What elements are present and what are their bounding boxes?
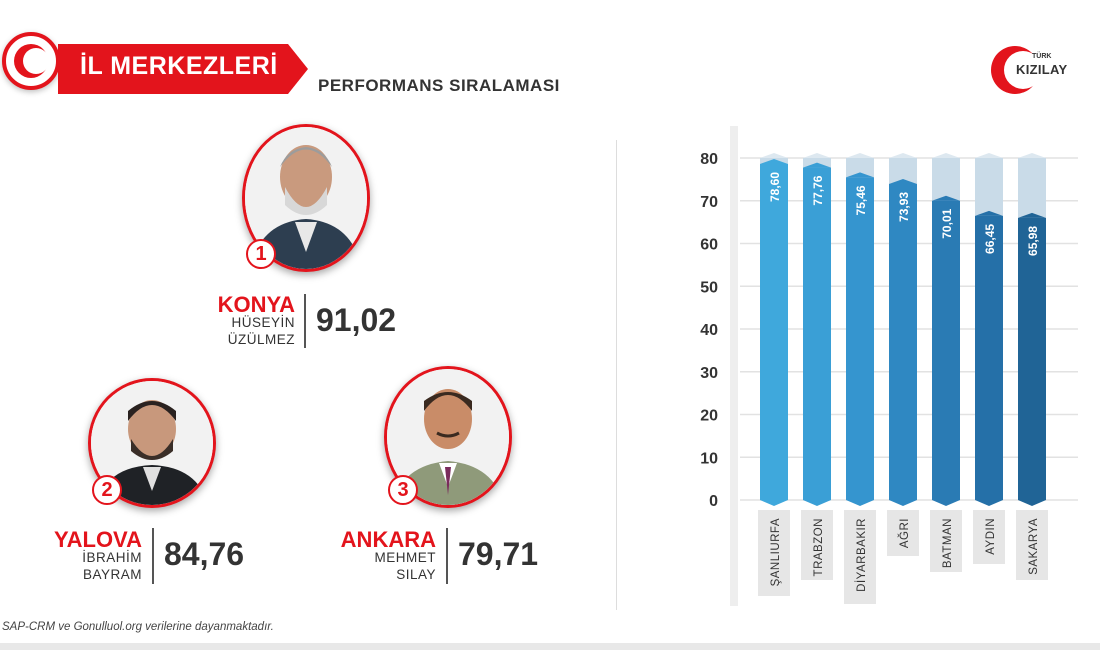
rank-badge: 1 bbox=[246, 239, 276, 269]
y-tick-label: 50 bbox=[700, 279, 718, 296]
data-label: 70,01 bbox=[940, 208, 954, 238]
bar bbox=[803, 167, 831, 501]
person-last-name: ÜZÜLMEZ bbox=[227, 332, 295, 347]
data-label: 78,60 bbox=[768, 172, 782, 202]
city-name: KONYA bbox=[217, 292, 295, 317]
bar-bottom-cap bbox=[760, 500, 788, 506]
crescent-icon bbox=[14, 44, 49, 78]
bar-cap bbox=[803, 162, 831, 168]
bar-cap bbox=[975, 210, 1003, 216]
category-strip bbox=[973, 510, 1005, 564]
category-label: AYDIN bbox=[985, 518, 997, 555]
bar bbox=[760, 163, 788, 501]
bar-cap bbox=[932, 195, 960, 201]
banner-title: İL MERKEZLERİ bbox=[80, 52, 278, 80]
score-value: 91,02 bbox=[316, 302, 397, 338]
category-label: ŞANLIURFA bbox=[770, 518, 782, 586]
category-strip bbox=[758, 510, 790, 596]
brand-top-text: TÜRK bbox=[1032, 53, 1052, 60]
performance-bar-chart: 0 10 20 30 40 50 60 70 80 78,60 ŞANLIURFA 77,76 TRAB… bbox=[700, 126, 1078, 606]
y-tick-label: 70 bbox=[700, 194, 718, 211]
data-label: 65,98 bbox=[1026, 226, 1040, 256]
y-tick-label: 10 bbox=[700, 450, 718, 467]
bar bbox=[975, 215, 1003, 500]
bar bbox=[846, 177, 874, 500]
category-label: DİYARBAKIR bbox=[855, 518, 868, 592]
y-tick-label: 60 bbox=[700, 237, 718, 254]
bar-bottom-cap bbox=[975, 500, 1003, 506]
bar-track-cap bbox=[803, 153, 831, 158]
kizilay-logo-icon bbox=[991, 46, 1042, 94]
bar-cap bbox=[889, 178, 917, 184]
bar-track-cap bbox=[889, 153, 917, 158]
y-tick-label: 80 bbox=[700, 151, 718, 168]
separator bbox=[152, 528, 154, 584]
bar-bottom-cap bbox=[932, 500, 960, 506]
bar-track-cap bbox=[932, 153, 960, 158]
bar bbox=[889, 183, 917, 500]
data-label: 75,46 bbox=[854, 185, 868, 215]
category-strip bbox=[801, 510, 833, 580]
person-last-name: BAYRAM bbox=[82, 567, 142, 582]
separator bbox=[304, 294, 306, 348]
bar-bottom-cap bbox=[889, 500, 917, 506]
y-tick-label: 30 bbox=[700, 365, 718, 382]
y-tick-label: 20 bbox=[700, 408, 718, 425]
category-strip bbox=[844, 510, 876, 604]
page-subtitle: PERFORMANS SIRALAMASI bbox=[318, 76, 560, 95]
bar bbox=[932, 200, 960, 500]
bar-track-cap bbox=[1018, 153, 1046, 158]
city-name: ANKARA bbox=[340, 527, 436, 552]
data-label: 66,45 bbox=[983, 224, 997, 254]
bar-cap bbox=[760, 158, 788, 164]
y-tick-label: 0 bbox=[709, 493, 718, 510]
title-banner bbox=[58, 44, 308, 94]
data-label: 73,93 bbox=[897, 192, 911, 222]
kizilay-emblem bbox=[2, 32, 60, 90]
rank-badge: 3 bbox=[388, 475, 418, 505]
bar-bottom-cap bbox=[1018, 500, 1046, 506]
bar-track-cap bbox=[846, 153, 874, 158]
bar-bottom-cap bbox=[846, 500, 874, 506]
person-icon bbox=[91, 381, 213, 505]
score-value: 84,76 bbox=[164, 536, 245, 572]
source-footnote: SAP-CRM ve Gonulluol.org verilerine daya… bbox=[2, 621, 274, 633]
bar-track-cap bbox=[975, 153, 1003, 158]
category-label: AĞRI bbox=[898, 518, 911, 548]
category-label: SAKARYA bbox=[1028, 518, 1040, 575]
person-last-name: SILAY bbox=[396, 567, 436, 582]
bar-cap bbox=[1018, 212, 1046, 218]
y-tick-label: 40 bbox=[700, 322, 718, 339]
bar-cap bbox=[846, 172, 874, 178]
category-strip bbox=[1016, 510, 1048, 580]
data-label: 77,76 bbox=[811, 175, 825, 205]
y-axis-band bbox=[730, 126, 738, 606]
bar-bottom-cap bbox=[803, 500, 831, 506]
person-first-name: MEHMET bbox=[374, 550, 436, 565]
bar bbox=[1018, 217, 1046, 501]
bottom-strip bbox=[0, 643, 1100, 650]
category-label: TRABZON bbox=[813, 518, 825, 576]
category-label: BATMAN bbox=[942, 518, 954, 568]
brand-name: KIZILAY bbox=[1016, 62, 1068, 77]
section-divider bbox=[616, 140, 617, 610]
person-first-name: HÜSEYİN bbox=[231, 315, 295, 330]
city-name: YALOVA bbox=[53, 527, 142, 552]
separator bbox=[446, 528, 448, 584]
score-value: 79,71 bbox=[458, 536, 539, 572]
category-strip bbox=[887, 510, 919, 556]
bar-track-cap bbox=[760, 153, 788, 158]
category-strip bbox=[930, 510, 962, 572]
person-first-name: İBRAHİM bbox=[82, 550, 142, 565]
rank-badge: 2 bbox=[92, 475, 122, 505]
